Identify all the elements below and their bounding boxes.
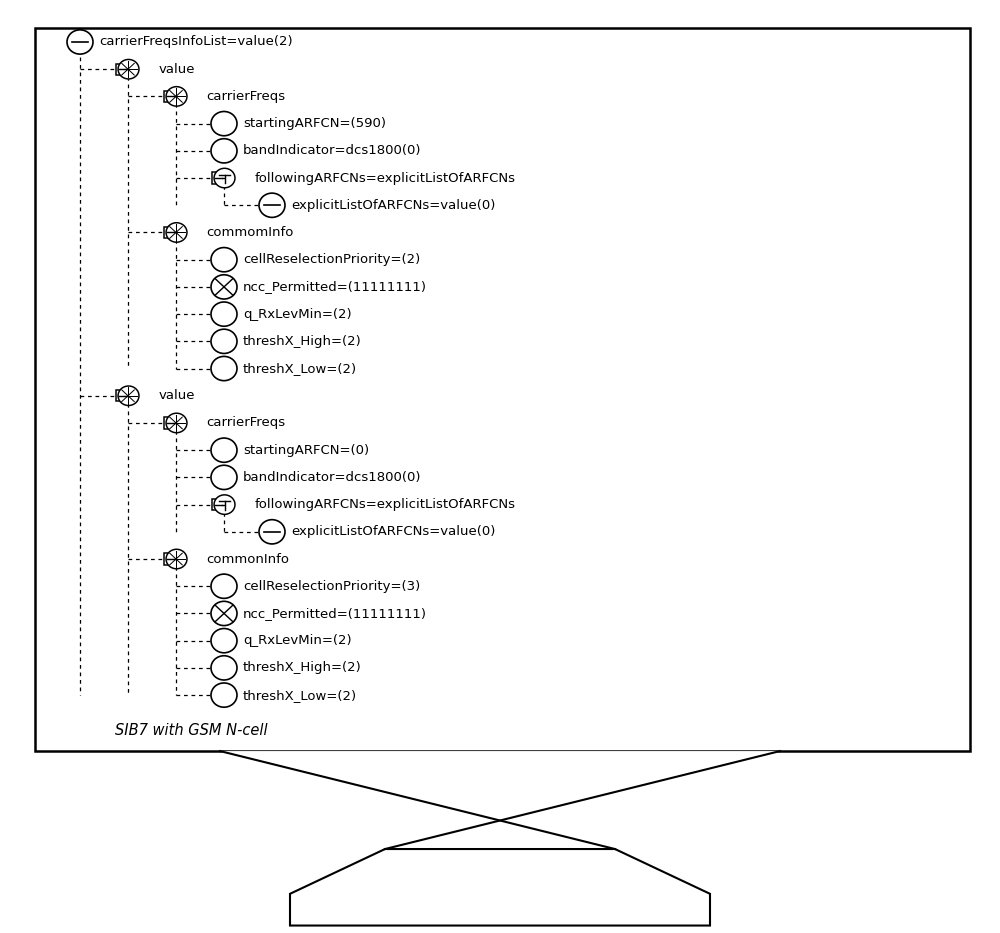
Text: value: value xyxy=(158,389,195,402)
Text: explicitListOfARFCNs=value(0): explicitListOfARFCNs=value(0) xyxy=(291,199,495,212)
Circle shape xyxy=(166,550,187,569)
Text: threshX_Low=(2): threshX_Low=(2) xyxy=(243,362,357,375)
Text: threshX_High=(2): threshX_High=(2) xyxy=(243,335,362,348)
Circle shape xyxy=(211,274,237,299)
Text: ncc_Permitted=(11111111): ncc_Permitted=(11111111) xyxy=(243,281,427,293)
Circle shape xyxy=(118,386,139,406)
Circle shape xyxy=(211,139,237,163)
Text: startingARFCN=(590): startingARFCN=(590) xyxy=(243,118,386,130)
Circle shape xyxy=(166,223,187,243)
Bar xyxy=(212,499,224,510)
Circle shape xyxy=(211,439,237,463)
Text: followingARFCNs=explicitListOfARFCNs: followingARFCNs=explicitListOfARFCNs xyxy=(254,172,515,185)
Text: q_RxLevMin=(2): q_RxLevMin=(2) xyxy=(243,308,352,321)
Text: carrierFreqsInfoList=value(2): carrierFreqsInfoList=value(2) xyxy=(99,35,293,49)
Circle shape xyxy=(166,87,187,106)
Circle shape xyxy=(211,247,237,272)
Bar xyxy=(116,390,128,401)
Text: SIB7 with GSM N-cell: SIB7 with GSM N-cell xyxy=(115,723,268,738)
Bar xyxy=(35,28,970,751)
Text: threshX_Low=(2): threshX_Low=(2) xyxy=(243,689,357,702)
Bar xyxy=(164,553,176,564)
Text: bandIndicator=dcs1800(0): bandIndicator=dcs1800(0) xyxy=(243,145,422,158)
Text: ncc_Permitted=(11111111): ncc_Permitted=(11111111) xyxy=(243,607,427,620)
Circle shape xyxy=(214,494,235,514)
Text: explicitListOfARFCNs=value(0): explicitListOfARFCNs=value(0) xyxy=(291,525,495,538)
Bar xyxy=(164,417,176,428)
Circle shape xyxy=(211,466,237,490)
Text: commonInfo: commonInfo xyxy=(206,552,289,565)
Text: cellReselectionPriority=(2): cellReselectionPriority=(2) xyxy=(243,253,420,266)
Circle shape xyxy=(211,683,237,707)
Text: cellReselectionPriority=(3): cellReselectionPriority=(3) xyxy=(243,579,420,592)
Text: carrierFreqs: carrierFreqs xyxy=(206,416,285,429)
Polygon shape xyxy=(220,751,780,849)
Bar xyxy=(116,63,128,75)
Circle shape xyxy=(211,112,237,136)
Circle shape xyxy=(214,168,235,188)
Circle shape xyxy=(118,60,139,79)
Text: q_RxLevMin=(2): q_RxLevMin=(2) xyxy=(243,634,352,648)
Circle shape xyxy=(211,329,237,354)
Text: commomInfo: commomInfo xyxy=(206,226,294,239)
Bar xyxy=(164,91,176,102)
Circle shape xyxy=(67,30,93,54)
Text: bandIndicator=dcs1800(0): bandIndicator=dcs1800(0) xyxy=(243,471,422,484)
Bar xyxy=(212,173,224,184)
Circle shape xyxy=(211,601,237,626)
Circle shape xyxy=(166,413,187,433)
Circle shape xyxy=(211,302,237,327)
Polygon shape xyxy=(290,849,710,926)
Text: followingARFCNs=explicitListOfARFCNs: followingARFCNs=explicitListOfARFCNs xyxy=(254,498,515,511)
Circle shape xyxy=(211,629,237,653)
Circle shape xyxy=(211,356,237,381)
Circle shape xyxy=(211,656,237,680)
Text: value: value xyxy=(158,63,195,76)
Bar xyxy=(164,227,176,238)
Text: threshX_High=(2): threshX_High=(2) xyxy=(243,661,362,675)
Circle shape xyxy=(259,520,285,544)
Text: carrierFreqs: carrierFreqs xyxy=(206,90,285,103)
Text: startingARFCN=(0): startingARFCN=(0) xyxy=(243,444,369,456)
Circle shape xyxy=(211,574,237,598)
Circle shape xyxy=(259,193,285,217)
